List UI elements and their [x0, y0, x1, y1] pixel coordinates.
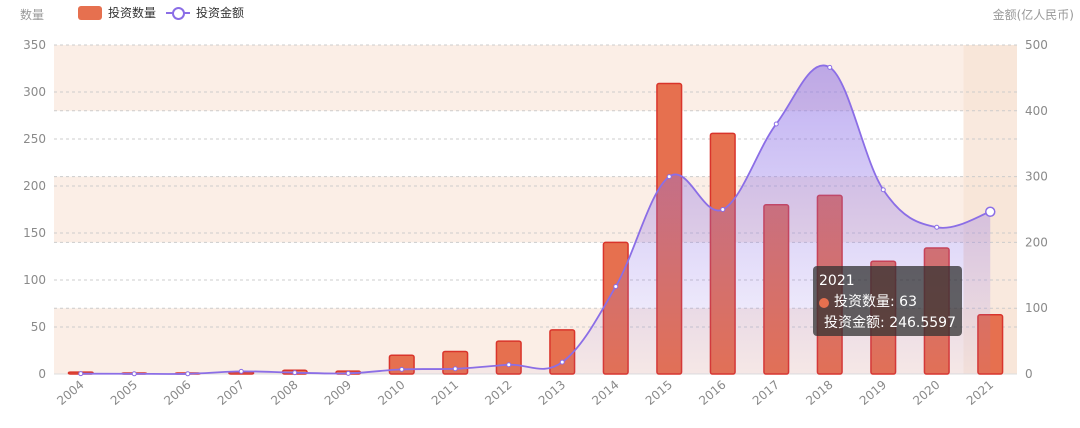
amount-point-2014	[613, 283, 619, 289]
amount-point-2021	[985, 206, 996, 218]
x-tick-label: 2017	[750, 378, 782, 408]
legend-item-amount[interactable]: 投资金额	[166, 4, 244, 21]
tooltip-amount-text: 投资金额: 246.5597	[824, 315, 956, 331]
y-right-tick-label: 500	[1025, 38, 1048, 52]
legend-line-label: 投资金额	[196, 6, 245, 20]
x-tick-label: 2021	[964, 378, 996, 408]
amount-point-2009	[345, 370, 351, 376]
x-tick-label: 2006	[161, 378, 193, 408]
x-tick-label: 2007	[215, 378, 247, 408]
y-right-tick-label: 0	[1025, 367, 1033, 381]
x-tick-label: 2011	[429, 378, 461, 408]
amount-point-2007	[238, 368, 244, 374]
y-left-tick-label: 50	[31, 320, 46, 334]
amount-point-2017	[773, 121, 779, 127]
chart-tooltip: 2021 投资数量: 63 投资金额: 246.5597	[813, 266, 962, 336]
legend-line-swatch	[166, 6, 191, 20]
tooltip-title: 2021	[819, 273, 855, 289]
y-left-tick-label: 350	[23, 38, 46, 52]
legend: 投资数量 投资金额	[78, 4, 254, 21]
legend-item-count[interactable]: 投资数量	[78, 4, 156, 21]
amount-point-2005	[131, 371, 137, 377]
amount-point-2019	[880, 187, 886, 193]
y-left-tick-label: 0	[38, 367, 46, 381]
x-tick-label: 2014	[589, 378, 621, 408]
amount-point-2015	[666, 174, 672, 180]
x-tick-label: 2004	[54, 378, 86, 408]
y-right-tick-label: 200	[1025, 235, 1048, 249]
x-tick-label: 2012	[482, 378, 514, 408]
y-left-tick-label: 100	[23, 273, 46, 287]
amount-point-2011	[452, 366, 458, 372]
x-tick-label: 2009	[322, 378, 354, 408]
x-tick-label: 2015	[643, 378, 675, 408]
tooltip-count-text: 投资数量: 63	[834, 294, 917, 310]
amount-point-2016	[720, 207, 726, 212]
tooltip-row-count: 投资数量: 63	[819, 292, 956, 313]
x-tick-label: 2019	[857, 378, 889, 408]
y-left-tick-label: 150	[23, 226, 46, 240]
x-tick-label: 2010	[375, 378, 407, 408]
tooltip-row-amount: 投资金额: 246.5597	[819, 313, 956, 334]
amount-point-2004	[78, 371, 84, 377]
left-axis-title: 数量	[20, 8, 45, 22]
legend-bar-swatch	[78, 5, 102, 20]
amount-point-2020	[934, 224, 940, 230]
y-left-tick-label: 250	[23, 132, 46, 146]
y-left-tick-label: 300	[23, 85, 46, 99]
amount-point-2013	[559, 359, 565, 365]
amount-point-2012	[506, 362, 512, 368]
right-axis-title: 金额(亿人民币)	[992, 8, 1074, 22]
y-right-tick-label: 300	[1025, 170, 1048, 184]
y-right-tick-label: 100	[1025, 301, 1048, 315]
x-tick-label: 2005	[108, 378, 140, 408]
tooltip-bar-dot	[819, 297, 829, 308]
amount-point-2006	[185, 371, 191, 377]
amount-area	[80, 65, 991, 375]
x-tick-label: 2016	[696, 378, 728, 408]
amount-line	[80, 64, 991, 375]
y-right-tick-label: 400	[1025, 104, 1048, 118]
legend-bar-label: 投资数量	[108, 6, 157, 20]
x-tick-label: 2018	[803, 378, 835, 408]
amount-point-2010	[399, 366, 405, 372]
amount-point-2018	[827, 64, 833, 70]
y-left-tick-label: 200	[23, 179, 46, 193]
x-tick-label: 2013	[536, 378, 568, 408]
amount-point-2008	[292, 370, 298, 376]
x-tick-label: 2008	[268, 378, 300, 408]
background-band	[54, 45, 1017, 111]
x-tick-label: 2020	[910, 378, 942, 408]
